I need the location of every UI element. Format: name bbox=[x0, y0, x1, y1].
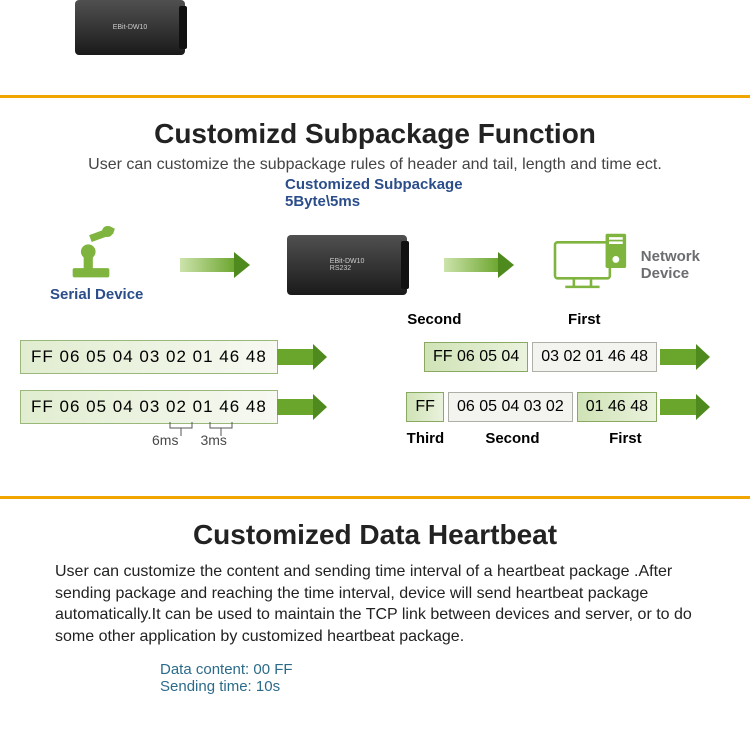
device-photo: EBit-DW10 bbox=[75, 0, 185, 55]
heartbeat-sending-time: Sending time: 10s bbox=[160, 678, 750, 695]
stream-arrow-icon bbox=[277, 394, 327, 420]
packet-cell: FF bbox=[406, 392, 444, 422]
flow-arrow-icon bbox=[180, 252, 250, 278]
stream-arrow-icon bbox=[660, 344, 710, 370]
network-device-label-1: Network bbox=[641, 248, 700, 265]
byte-stream-2-text: FF 06 05 04 03 02 01 46 48 bbox=[20, 390, 278, 424]
network-device-label-2: Device bbox=[641, 265, 700, 282]
section2-paragraph: User can customize the content and sendi… bbox=[0, 561, 750, 647]
heartbeat-data-content: Data content: 00 FF bbox=[160, 661, 750, 678]
packet-cell: 03 02 01 46 48 bbox=[532, 342, 657, 372]
section2-title: Customized Data Heartbeat bbox=[0, 519, 750, 551]
byte-stream-1-text: FF 06 05 04 03 02 01 46 48 bbox=[20, 340, 278, 374]
byte-stream-1: FF 06 05 04 03 02 01 46 48 bbox=[20, 340, 327, 374]
flow-arrow-icon bbox=[444, 252, 514, 278]
packet-row-2: FF 06 05 04 03 02 01 46 48 bbox=[406, 392, 710, 422]
device-model-text: EBit-DW10 bbox=[113, 24, 148, 31]
packet-footer-second: Second bbox=[444, 430, 580, 447]
packet-row-1: FF 06 05 04 03 02 01 46 48 bbox=[424, 342, 710, 372]
stream-arrow-icon bbox=[660, 394, 710, 420]
packet-cell: FF 06 05 04 bbox=[424, 342, 528, 372]
subpackage-diagram: Customized Subpackage 5Byte\5ms Serial D… bbox=[0, 174, 750, 468]
packet-footer-third: Third bbox=[406, 430, 444, 447]
timing-brackets-icon bbox=[40, 420, 280, 454]
robot-arm-icon bbox=[50, 226, 143, 286]
gateway-device-icon: EBit-DW10RS232 bbox=[287, 235, 407, 295]
divider bbox=[0, 95, 750, 98]
packet-header-second: Second bbox=[370, 311, 499, 328]
subpackage-annot-line1: Customized Subpackage bbox=[285, 176, 463, 193]
section1-title: Customizd Subpackage Function bbox=[0, 118, 750, 150]
serial-device-label: Serial Device bbox=[50, 286, 143, 303]
subpackage-annot-line2: 5Byte\5ms bbox=[285, 193, 463, 210]
top-device-fragment: EBit-DW10 bbox=[0, 0, 750, 55]
byte-stream-2: FF 06 05 04 03 02 01 46 48 bbox=[20, 390, 327, 424]
section1-subtitle: User can customize the subpackage rules … bbox=[0, 156, 750, 174]
packet-footer-first: First bbox=[580, 430, 670, 447]
packet-cell: 06 05 04 03 02 bbox=[448, 392, 573, 422]
stream-arrow-icon bbox=[277, 344, 327, 370]
monitor-icon bbox=[551, 232, 631, 297]
packet-header-first: First bbox=[499, 311, 670, 328]
divider bbox=[0, 496, 750, 499]
packet-cell: 01 46 48 bbox=[577, 392, 657, 422]
